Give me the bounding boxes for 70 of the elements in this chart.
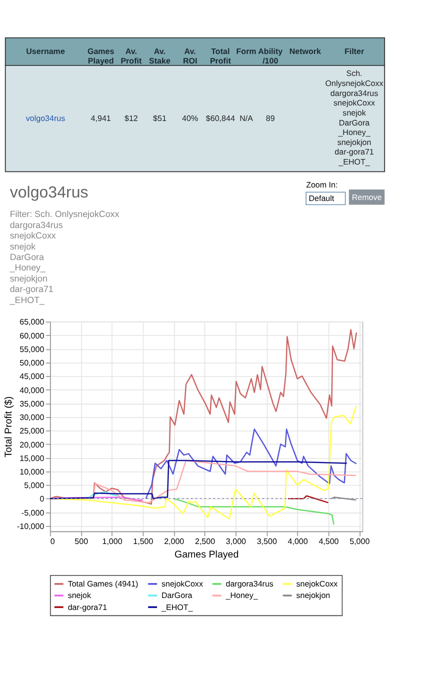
text: Remove <box>352 193 382 202</box>
legend-label: dargora34rus <box>226 580 274 589</box>
legend-label: snejokCoxx <box>296 580 338 589</box>
line-series <box>49 329 358 505</box>
text: 4,941 <box>90 114 112 123</box>
x-tick-label: 0 <box>50 537 56 546</box>
text: Total Profit <box>210 46 232 66</box>
text: Filter <box>344 46 364 56</box>
line-series <box>86 491 119 500</box>
text: 89 <box>266 114 276 123</box>
x-tick-label: 1,500 <box>133 537 154 546</box>
y-tick-label: 5,000 <box>24 481 45 490</box>
y-tick-label: 35,000 <box>20 399 45 408</box>
y-tick-label: 55,000 <box>20 344 45 354</box>
legend-label: _EHOT_ <box>160 602 194 612</box>
y-tick-label: 25,000 <box>20 426 45 436</box>
x-tick-label: 4,500 <box>318 537 340 546</box>
text: Av. Profit <box>120 46 142 66</box>
legend-label: DarGora <box>162 591 193 600</box>
x-tick-label: 4,000 <box>288 537 308 546</box>
text: $51 <box>153 114 167 123</box>
text: Network <box>289 46 322 56</box>
text: Ability /100 <box>258 46 284 66</box>
x-tick-label: 2,000 <box>164 537 185 546</box>
y-tick-label: 15,000 <box>20 454 45 463</box>
x-tick-label: 5,000 <box>350 537 370 546</box>
x-tick-label: 500 <box>74 537 89 546</box>
y-tick-label: 30,000 <box>20 413 45 422</box>
line-series <box>92 460 357 504</box>
line-series <box>173 498 334 526</box>
text: Av. Stake <box>149 46 171 66</box>
y-tick-label: 0 <box>40 494 45 504</box>
text: Form <box>236 46 256 56</box>
text: Av. ROI <box>182 46 198 66</box>
text: Filter: Sch. OnlysnejokCoxx dargora34rus snejokCoxx snejok DarGora _Honey_ snejokjon dar-gora71 _EHOT_ <box>10 209 120 305</box>
text: Sch. OnlysnejokCoxx dargora34rus snejokCoxx snejok DarGora _Honey_ snejokjon dar-gora71 _EHOT_ <box>325 69 384 167</box>
chart-title: volgo34rus <box>10 184 88 202</box>
text: $60,844 <box>206 114 236 123</box>
text: 40% <box>182 114 198 123</box>
line-series <box>49 460 348 500</box>
y-tick-label: 65,000 <box>20 318 45 327</box>
legend-label: snejokjon <box>296 591 330 600</box>
y-tick-label: 60,000 <box>20 331 45 340</box>
x-tick-label: 3,000 <box>226 537 247 546</box>
y-tick-label: 45,000 <box>20 372 45 382</box>
y-tick-label: 40,000 <box>20 386 45 395</box>
x-tick-label: 3,500 <box>256 537 278 546</box>
line-series <box>145 428 358 500</box>
text: Default <box>308 194 335 204</box>
legend-label: snejokCoxx <box>162 580 203 589</box>
legend-label: Total Games (4941) <box>68 580 139 589</box>
text: Zoom In: <box>306 180 338 190</box>
x-tick-label: 2,500 <box>195 537 216 546</box>
legend-label: snejok <box>68 591 92 600</box>
line-series <box>49 405 357 520</box>
text: N/A <box>240 114 254 123</box>
x-tick-label: 1,000 <box>102 537 123 546</box>
text: Games Played <box>87 46 115 66</box>
y-axis-title: Total Profit ($) <box>4 396 15 458</box>
x-axis-title: Games Played <box>174 550 239 561</box>
text: volgo34rus <box>26 114 66 123</box>
y-tick-label: 10,000 <box>20 468 45 476</box>
legend-label: _Honey_ <box>224 591 258 600</box>
y-tick-label: 50,000 <box>20 358 45 368</box>
y-tick-label: -5,000 <box>21 508 45 518</box>
y-tick-label: -10,000 <box>16 522 45 531</box>
y-tick-label: 20,000 <box>20 440 45 450</box>
text: $12 <box>124 114 138 123</box>
legend-label: dar-gora71 <box>68 602 108 612</box>
text: Username <box>26 46 66 56</box>
